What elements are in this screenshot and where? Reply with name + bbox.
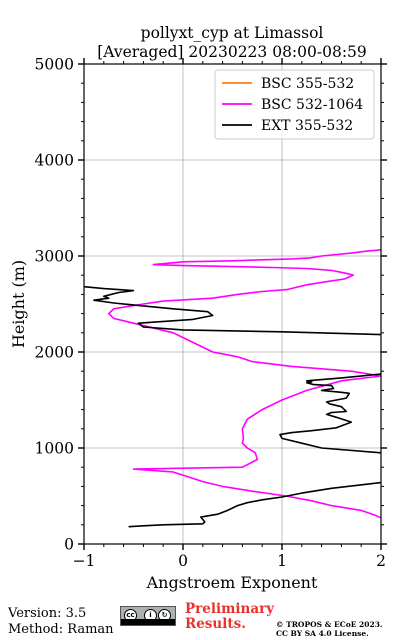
chart-title-line-2: [Averaged] 20230223 08:00-08:59 bbox=[97, 43, 367, 61]
x-tick-label: −1 bbox=[73, 552, 96, 570]
legend-box bbox=[214, 69, 375, 140]
method-text: Method: Raman bbox=[8, 622, 114, 637]
series-line-4 bbox=[84, 285, 381, 454]
chart-title-line-1: pollyxt_cyp at Limassol bbox=[141, 24, 324, 42]
series-line-2 bbox=[108, 248, 381, 519]
cc-badge-strip bbox=[121, 619, 175, 625]
copyright-line-1: © TROPOS & ECoE 2023. bbox=[276, 620, 383, 629]
series-line-3 bbox=[128, 481, 381, 528]
plot-frame bbox=[83, 63, 382, 545]
copyright-notice: © TROPOS & ECoE 2023. CC BY SA 4.0 Licen… bbox=[276, 620, 383, 638]
y-tick-label: 3000 bbox=[35, 248, 74, 266]
y-tick-label: 1000 bbox=[35, 440, 74, 458]
copyright-line-2: CC BY SA 4.0 License. bbox=[276, 629, 369, 638]
y-tick-label: 2000 bbox=[35, 344, 74, 362]
legend-label-bsc-532-1064: BSC 532-1064 bbox=[261, 97, 363, 113]
legend-label-ext-355-532: EXT 355-532 bbox=[261, 118, 353, 134]
x-tick-label: 1 bbox=[277, 552, 287, 570]
footer-version-info: Version: 3.5 Method: Raman bbox=[8, 606, 114, 638]
y-tick-label: 5000 bbox=[35, 56, 74, 74]
y-axis-label: Height (m) bbox=[9, 260, 28, 348]
x-axis-label: Angstroem Exponent bbox=[146, 573, 318, 592]
version-text: Version: 3.5 bbox=[8, 606, 87, 621]
y-tick-label: 4000 bbox=[35, 152, 74, 170]
preliminary-line-2: Results. bbox=[185, 616, 246, 632]
chart-title: pollyxt_cyp at Limassol [Averaged] 20230… bbox=[97, 24, 367, 61]
legend: BSC 355-532 BSC 532-1064 EXT 355-532 bbox=[214, 69, 375, 140]
sa-icon: ↻ bbox=[158, 609, 171, 622]
y-tick-label: 0 bbox=[64, 536, 74, 554]
profile-chart: pollyxt_cyp at Limassol [Averaged] 20230… bbox=[9, 24, 387, 592]
cc-license-badge: cc i ↻ bbox=[120, 606, 176, 626]
series-layer bbox=[84, 248, 381, 528]
preliminary-notice: Preliminary Results. bbox=[185, 602, 274, 632]
legend-label-bsc-355-532: BSC 355-532 bbox=[261, 76, 354, 92]
preliminary-line-1: Preliminary bbox=[185, 601, 275, 617]
x-tick-label: 0 bbox=[178, 552, 188, 570]
x-tick-label: 2 bbox=[376, 552, 386, 570]
